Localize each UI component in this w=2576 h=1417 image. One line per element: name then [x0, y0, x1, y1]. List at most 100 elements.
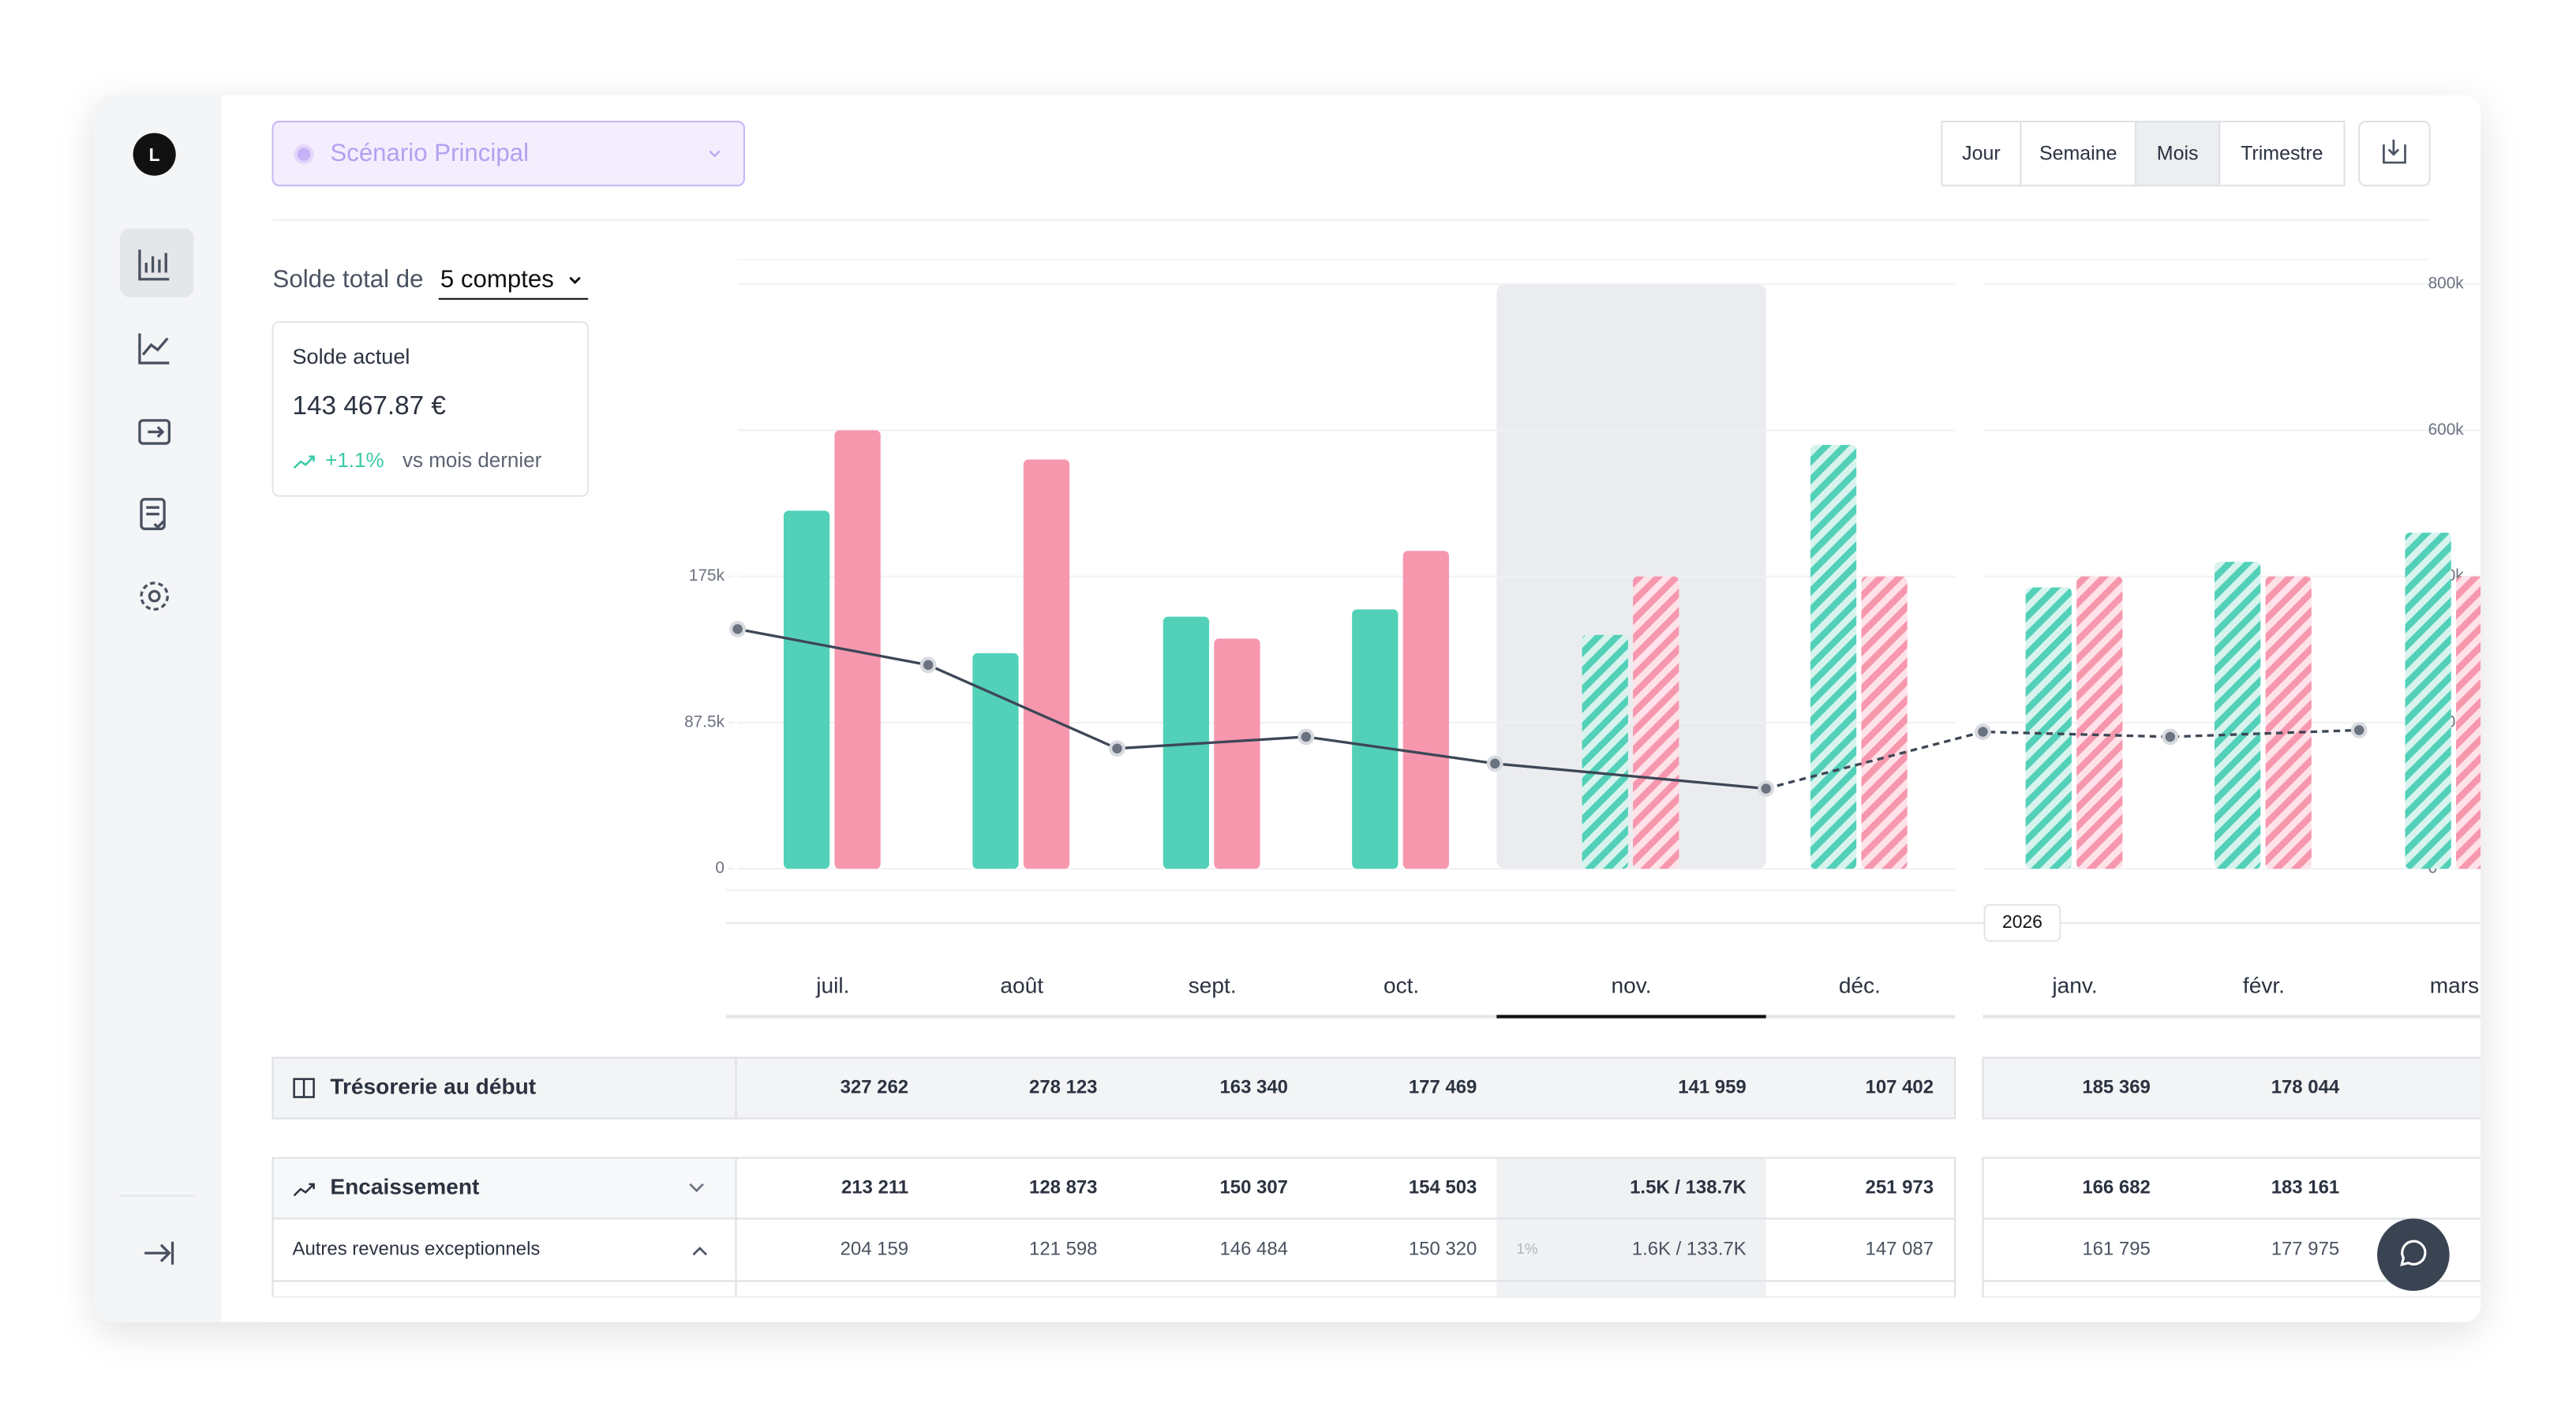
- balance-point: [1758, 780, 1775, 797]
- bar: [1402, 551, 1449, 869]
- bar: [2025, 587, 2072, 869]
- bar: [2076, 576, 2123, 869]
- balance-point: [2162, 728, 2179, 746]
- period-label: Jour: [1962, 142, 2001, 164]
- balance-card: [271, 320, 590, 497]
- bar: [1023, 459, 1070, 869]
- trend-icon: [293, 455, 315, 469]
- bar: [1861, 576, 1908, 869]
- table-cell: 166 682: [2082, 1176, 2150, 1198]
- sidebar: [95, 95, 223, 1322]
- table-cell: 251 973: [1866, 1176, 1934, 1198]
- x-tick-label[interactable]: sept.: [1189, 973, 1237, 997]
- row-label[interactable]: Encaissement: [330, 1174, 480, 1198]
- cell-note: 1%: [1516, 1240, 1537, 1257]
- year-label: 2026: [2002, 911, 2042, 932]
- scenario-label: Scénario Principal: [330, 139, 529, 166]
- table-cell: 146 484: [1219, 1238, 1287, 1259]
- scenario-dot: [294, 144, 314, 165]
- change-note: vs mois dernier: [402, 448, 542, 472]
- balance-point: [1975, 723, 1991, 740]
- x-tick-label[interactable]: janv.: [2051, 973, 2097, 997]
- nav-icons[interactable]: [138, 249, 174, 1265]
- y-tick-label: 800k: [2428, 275, 2465, 293]
- bar: [1582, 634, 1628, 869]
- table-cell: 327 262: [841, 1076, 908, 1097]
- chevron: [569, 276, 581, 285]
- table-row: [1982, 1056, 2481, 1120]
- balance-point: [1486, 755, 1503, 772]
- highlight-cell: [1496, 1158, 1766, 1218]
- balance-point: [1297, 728, 1315, 746]
- table-row: [1982, 1157, 2481, 1220]
- y2-tick-label: 87.5k: [684, 712, 724, 731]
- table-cell: 1.5K / 138.7K: [1630, 1176, 1747, 1198]
- period-label: Semaine: [2039, 142, 2117, 164]
- logo[interactable]: [133, 133, 176, 176]
- table-cell: 150 320: [1409, 1238, 1477, 1259]
- x-tick-label[interactable]: oct.: [1383, 973, 1419, 997]
- period-button[interactable]: [2020, 120, 2137, 187]
- bar: [972, 652, 1019, 869]
- y-tick-label: 600k: [2428, 421, 2465, 439]
- balance-point: [2350, 722, 2368, 738]
- x-tick-label[interactable]: juil.: [815, 973, 849, 997]
- scenario-select[interactable]: [271, 120, 746, 187]
- chevron: [709, 150, 721, 158]
- row-icon: [293, 1078, 315, 1098]
- highlight-cell: [1496, 1219, 1766, 1281]
- bar: [2265, 576, 2312, 869]
- y2-tick-label: 0: [715, 859, 724, 877]
- logo-text: L: [149, 144, 160, 165]
- app-window: L Scénario Principal Jour Semaine Mois Trim…: [95, 95, 2481, 1322]
- x-tick-label[interactable]: août: [1000, 973, 1043, 997]
- period-button[interactable]: [2218, 120, 2346, 187]
- x-tick-label[interactable]: mars: [2430, 973, 2479, 997]
- row-label: Trésorerie au début: [330, 1074, 536, 1098]
- highlight-cell: [1496, 1281, 1766, 1297]
- bar: [2455, 576, 2481, 869]
- accounts-select[interactable]: 5 comptes: [440, 265, 554, 293]
- bar: [1810, 444, 1857, 869]
- change: +1.1%: [325, 448, 384, 472]
- expand-icon[interactable]: [689, 1183, 704, 1193]
- table-cell: 1.6K / 133.7K: [1632, 1238, 1747, 1259]
- summary-label: Solde total de: [273, 265, 424, 293]
- balance-point: [919, 656, 937, 674]
- chat-button[interactable]: [2377, 1218, 2450, 1292]
- x-tick-label[interactable]: déc.: [1839, 973, 1881, 997]
- table-cell: 178 044: [2271, 1076, 2340, 1097]
- table-cell: 150 307: [1219, 1176, 1287, 1198]
- table-cell: 185 369: [2082, 1076, 2150, 1097]
- balance-point: [729, 620, 747, 637]
- nav-active[interactable]: [119, 228, 194, 297]
- x-tick-label[interactable]: févr.: [2243, 973, 2285, 997]
- balance: 143 467.87 €: [293, 391, 447, 421]
- table-cell: 177 975: [2271, 1238, 2339, 1259]
- table-cell: 147 087: [1866, 1238, 1934, 1259]
- bar: [1352, 609, 1398, 869]
- period-label: Trimestre: [2241, 142, 2323, 164]
- bar: [1163, 616, 1210, 869]
- app-canvas: L Scénario Principal Jour Semaine Mois Trim…: [95, 95, 2481, 1322]
- table-cell: 141 959: [1678, 1076, 1746, 1097]
- row-label[interactable]: Autres revenus exceptionnels: [293, 1238, 541, 1259]
- table-cell: 278 123: [1029, 1076, 1097, 1097]
- table-cell: 183 161: [2271, 1176, 2339, 1198]
- period-button[interactable]: [2135, 120, 2221, 187]
- table-cell: 163 340: [1219, 1076, 1287, 1097]
- y2-tick-label: 175k: [689, 566, 725, 585]
- row-icon: [293, 1183, 315, 1197]
- period-button[interactable]: [1941, 120, 2022, 187]
- year-badge: [1983, 903, 2061, 942]
- table-mask: [263, 1297, 2481, 1322]
- table-cell: 128 873: [1029, 1176, 1097, 1198]
- label-cell: [271, 1157, 737, 1220]
- bar: [1633, 576, 1679, 869]
- collapse-icon[interactable]: [692, 1247, 708, 1256]
- table-cell: 154 503: [1409, 1176, 1477, 1198]
- label-cell: [271, 1056, 737, 1120]
- table-cell: 107 402: [1866, 1076, 1934, 1097]
- x-tick-label[interactable]: nov.: [1612, 973, 1652, 997]
